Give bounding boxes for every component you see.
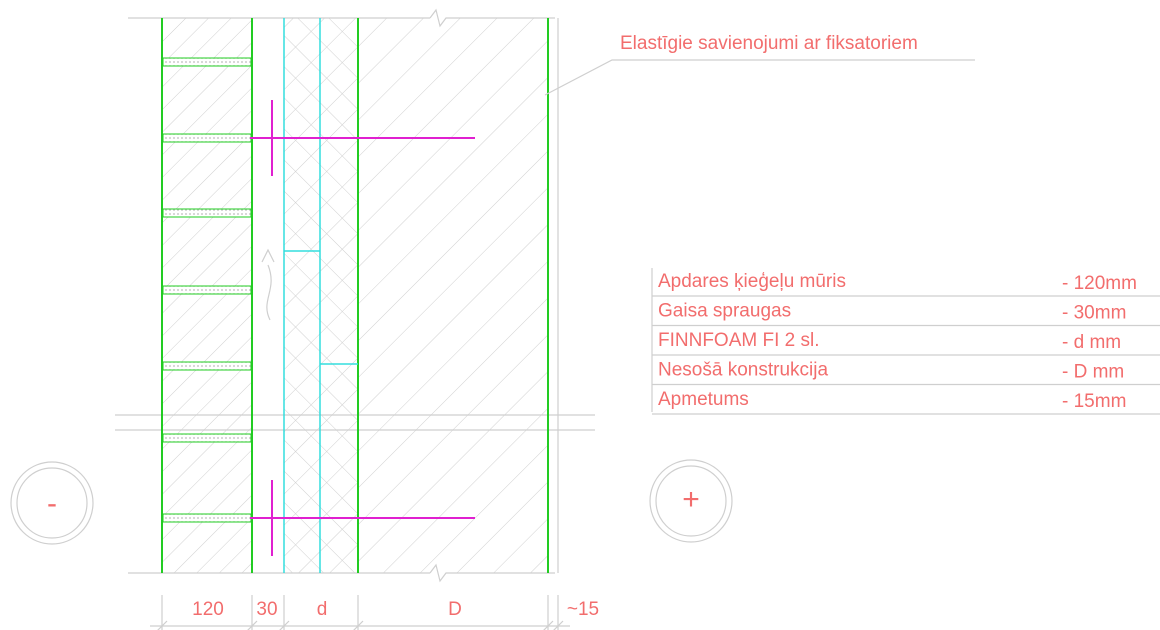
wall-section: Elastīgie savienojumi ar fiksatoriem Apd… [0,0,1160,630]
dimension-label: 30 [256,599,277,620]
layer-name: Apmetums [658,389,749,410]
mortar-joint-fill [163,434,251,442]
wall-layers [115,10,595,581]
mortar-joint-fill [163,362,251,370]
dimension-label: 120 [192,599,224,620]
mortar-joint-fill [163,134,251,142]
dimension-label: d [317,599,328,620]
layer-thickness: - 120mm [1062,273,1137,294]
layer-name: Apdares ķieģeļu mūris [658,271,846,292]
dimension-label: ~15 [567,599,599,620]
layer-name: Nesošā konstrukcija [658,360,828,381]
mortar-joint-fill [163,514,251,522]
mortar-joint-fill [163,58,251,66]
layer-legend: Apdares ķieģeļu mūris - 120mm Gaisa spraug… [652,268,1160,414]
mortar-joint-fill [163,209,251,217]
inside-label: + [682,483,700,516]
mortar-joint-fill [163,286,251,294]
callout-text: Elastīgie savienojumi ar fiksatoriem [620,33,918,54]
layer-thickness: - 15mm [1062,391,1126,412]
layer-thickness: - 30mm [1062,303,1126,324]
callout-leader [545,60,975,95]
layer-thickness: - d mm [1062,332,1121,353]
layer-thickness: - D mm [1062,362,1124,383]
outside-label: - [47,487,57,520]
dimension-label: D [448,599,462,620]
dimension-line: 120 30 d D ~15 [150,595,599,630]
layer-name: FINNFOAM FI 2 sl. [658,330,820,351]
layer-name: Gaisa spraugas [658,301,791,322]
